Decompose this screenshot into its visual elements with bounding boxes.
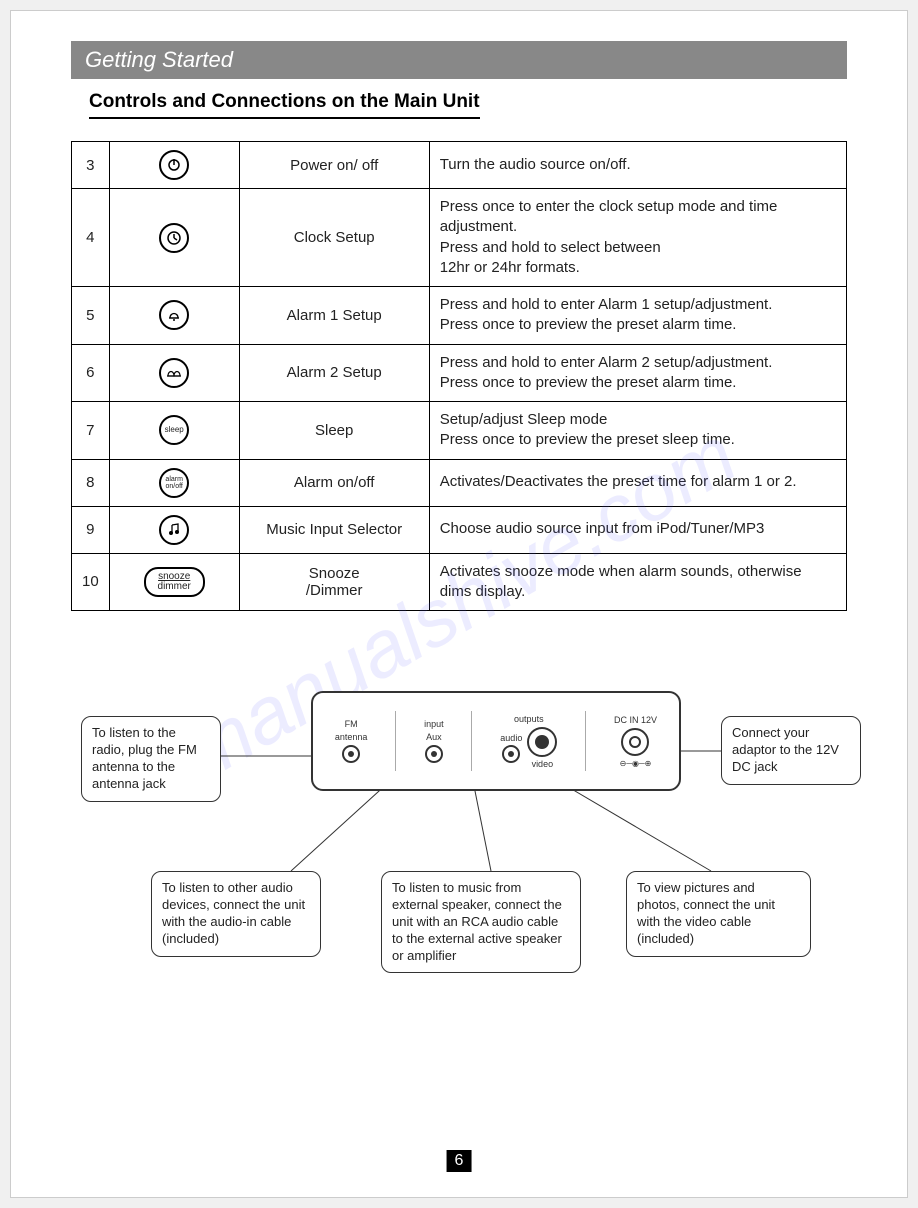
jack-icon	[342, 745, 360, 763]
divider	[395, 711, 396, 771]
row-desc: Press and hold to enter Alarm 1 setup/ad…	[429, 287, 846, 345]
table-row: 8 alarm on/off Alarm on/off Activates/De…	[72, 459, 847, 506]
row-number: 10	[72, 553, 110, 611]
row-desc: Activates/Deactivates the preset time fo…	[429, 459, 846, 506]
row-number: 7	[72, 402, 110, 460]
video-jack-icon	[527, 727, 557, 757]
aux-input-jack: input Aux	[424, 719, 444, 763]
connections-diagram: FM antenna input Aux outputs audio	[71, 661, 847, 1061]
label: antenna	[335, 732, 368, 742]
dc-jack-icon	[621, 728, 649, 756]
back-panel: FM antenna input Aux outputs audio	[311, 691, 681, 791]
row-icon-cell	[109, 142, 239, 189]
label: FM	[345, 719, 358, 729]
label: video	[532, 759, 554, 769]
row-name: Alarm 2 Setup	[239, 344, 429, 402]
clock-icon	[159, 223, 189, 253]
row-desc: Press once to enter the clock setup mode…	[429, 189, 846, 287]
polarity-icon: ⊖─◉─⊕	[620, 759, 652, 768]
callout-aux: To listen to other audio devices, connec…	[151, 871, 321, 957]
row-name: Alarm on/off	[239, 459, 429, 506]
dc-jack: DC IN 12V ⊖─◉─⊕	[614, 715, 657, 768]
music-icon	[159, 515, 189, 545]
row-icon-cell: alarm on/off	[109, 459, 239, 506]
row-desc: Activates snooze mode when alarm sounds,…	[429, 553, 846, 611]
row-number: 4	[72, 189, 110, 287]
row-name: Snooze /Dimmer	[239, 553, 429, 611]
controls-table: 3 Power on/ off Turn the audio source on…	[71, 141, 847, 611]
table-row: 6 Alarm 2 Setup Press and hold to enter …	[72, 344, 847, 402]
row-desc: Press and hold to enter Alarm 2 setup/ad…	[429, 344, 846, 402]
row-name: Power on/ off	[239, 142, 429, 189]
row-name: Sleep	[239, 402, 429, 460]
subheading: Controls and Connections on the Main Uni…	[89, 91, 480, 119]
row-icon-cell: sleep	[109, 402, 239, 460]
table-row: 7 sleep Sleep Setup/adjust Sleep mode Pr…	[72, 402, 847, 460]
sleep-icon: sleep	[159, 415, 189, 445]
label: input	[424, 719, 444, 729]
section-header: Getting Started	[71, 41, 847, 79]
row-desc: Turn the audio source on/off.	[429, 142, 846, 189]
row-desc: Choose audio source input from iPod/Tune…	[429, 506, 846, 553]
row-icon-cell: snooze dimmer	[109, 553, 239, 611]
row-desc: Setup/adjust Sleep mode Press once to pr…	[429, 402, 846, 460]
table-row: 3 Power on/ off Turn the audio source on…	[72, 142, 847, 189]
divider	[471, 711, 472, 771]
jack-icon	[425, 745, 443, 763]
audio-jack-icon	[502, 745, 520, 763]
label: audio	[500, 733, 522, 743]
callout-dc: Connect your adaptor to the 12V DC jack	[721, 716, 861, 785]
table-row: 9 Music Input Selector Choose audio sour…	[72, 506, 847, 553]
callout-video: To view pictures and photos, connect the…	[626, 871, 811, 957]
label: outputs	[514, 714, 544, 724]
outputs-group: outputs audio video	[500, 714, 557, 769]
row-icon-cell	[109, 506, 239, 553]
divider	[585, 711, 586, 771]
alarm1-icon	[159, 300, 189, 330]
document-page: manualshive.com Getting Started Controls…	[10, 10, 908, 1198]
table-row: 5 Alarm 1 Setup Press and hold to enter …	[72, 287, 847, 345]
row-number: 3	[72, 142, 110, 189]
row-number: 5	[72, 287, 110, 345]
row-icon-cell	[109, 287, 239, 345]
power-icon	[159, 150, 189, 180]
table-row: 10 snooze dimmer Snooze /Dimmer Activate…	[72, 553, 847, 611]
row-number: 6	[72, 344, 110, 402]
snooze-text-bottom: dimmer	[158, 582, 191, 592]
row-icon-cell	[109, 344, 239, 402]
alarm-onoff-icon: alarm on/off	[159, 468, 189, 498]
row-name: Music Input Selector	[239, 506, 429, 553]
row-number: 8	[72, 459, 110, 506]
label: Aux	[426, 732, 442, 742]
page-number: 6	[447, 1150, 472, 1172]
row-number: 9	[72, 506, 110, 553]
row-icon-cell	[109, 189, 239, 287]
fm-antenna-jack: FM antenna	[335, 719, 368, 763]
callout-audio-out: To listen to music from external speaker…	[381, 871, 581, 973]
callout-fm: To listen to the radio, plug the FM ante…	[81, 716, 221, 802]
row-name: Clock Setup	[239, 189, 429, 287]
alarm2-icon	[159, 358, 189, 388]
table-row: 4 Clock Setup Press once to enter the cl…	[72, 189, 847, 287]
label: DC IN 12V	[614, 715, 657, 725]
row-name: Alarm 1 Setup	[239, 287, 429, 345]
snooze-dimmer-icon: snooze dimmer	[144, 567, 205, 597]
